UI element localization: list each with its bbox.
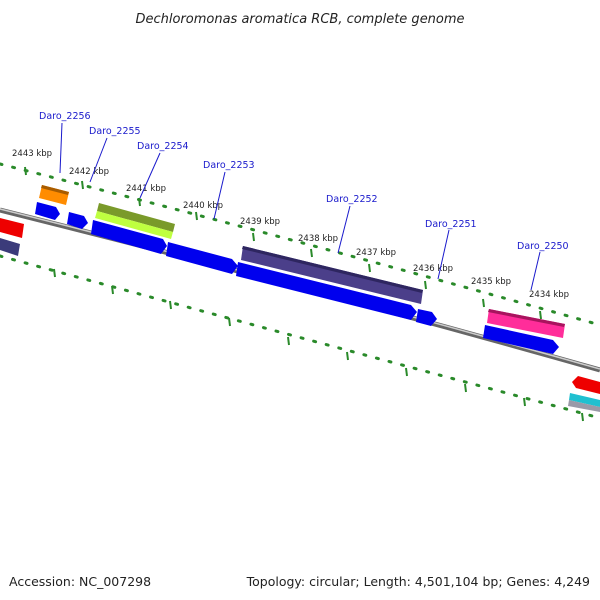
tick (252, 232, 255, 242)
gene-label-daro-2256: Daro_2256 (39, 111, 91, 122)
tick (368, 263, 371, 273)
tick (405, 367, 408, 377)
tick (464, 383, 467, 393)
feature-gray-right (568, 400, 600, 412)
tick (111, 285, 114, 295)
tick (287, 336, 290, 346)
feature-orange (39, 185, 69, 205)
tick (523, 397, 526, 407)
tick (169, 300, 172, 310)
leader-line (89, 137, 108, 183)
tick (228, 317, 231, 327)
kbp-label: 2434 kbp (529, 290, 569, 300)
feature-red-left (0, 218, 24, 238)
tick (195, 211, 198, 221)
tick (424, 280, 427, 290)
kbp-label: 2441 kbp (126, 184, 166, 194)
tick (24, 166, 27, 176)
kbp-label: 2437 kbp (356, 248, 396, 258)
map-title: Dechloromonas aromatica RCB, complete ge… (135, 12, 464, 27)
feature-lime (95, 211, 173, 239)
outer-major-ticks (24, 166, 542, 320)
leader-line (213, 171, 226, 220)
feature-green (97, 203, 175, 232)
cds-arrow (67, 212, 88, 229)
tick (81, 180, 84, 190)
feature-pink (487, 309, 565, 338)
tick (53, 268, 56, 278)
gene-label-daro-2255: Daro_2255 (89, 126, 141, 137)
cds-arrow (166, 242, 238, 274)
inner-major-ticks (53, 268, 584, 422)
feature-bars (0, 185, 600, 412)
genome-summary-text: Topology: circular; Length: 4,501,104 bp… (246, 574, 590, 589)
cds-arrow (91, 220, 167, 254)
tick (310, 248, 313, 258)
kbp-label: 2440 kbp (183, 201, 223, 211)
outer-dotted-ruler (0, 162, 600, 327)
inner-dotted-ruler (0, 254, 600, 420)
kbp-label: 2439 kbp (240, 217, 280, 227)
gene-label-daro-2254: Daro_2254 (137, 141, 189, 152)
kbp-label: 2438 kbp (298, 234, 338, 244)
tick (138, 197, 141, 207)
gene-label-daro-2252: Daro_2252 (326, 194, 378, 205)
tick (346, 351, 349, 361)
tick (581, 412, 584, 422)
kbp-label: 2443 kbp (12, 149, 52, 159)
feature-cyan-right (569, 393, 600, 407)
leader-line (437, 229, 450, 280)
kbp-labels: 2443 kbp 2442 kbp 2441 kbp 2440 kbp 2439… (12, 149, 569, 300)
gene-label-daro-2250: Daro_2250 (517, 241, 569, 252)
leader-line (530, 251, 541, 291)
feature-navy-left (0, 238, 20, 256)
leader-line (337, 205, 351, 254)
cds-arrow (35, 202, 60, 220)
leader-line (139, 152, 161, 199)
kbp-label: 2436 kbp (413, 264, 453, 274)
kbp-label: 2442 kbp (69, 167, 109, 177)
gene-labels: Daro_2256 Daro_2255 Daro_2254 Daro_2253 … (39, 111, 569, 252)
leader-line (59, 122, 63, 174)
feature-red-right (572, 376, 600, 394)
kbp-label: 2435 kbp (471, 277, 511, 287)
cds-arrow (236, 262, 417, 320)
accession-text: Accession: NC_007298 (9, 574, 151, 589)
gene-label-daro-2251: Daro_2251 (425, 219, 477, 230)
cds-arrow (416, 309, 437, 326)
gene-label-daro-2253: Daro_2253 (203, 160, 255, 171)
tick (482, 298, 485, 308)
cds-arrows (35, 202, 559, 354)
feature-slate (241, 246, 423, 304)
gene-leader-lines (59, 122, 541, 291)
tick (539, 310, 542, 320)
cds-arrow (483, 325, 559, 354)
